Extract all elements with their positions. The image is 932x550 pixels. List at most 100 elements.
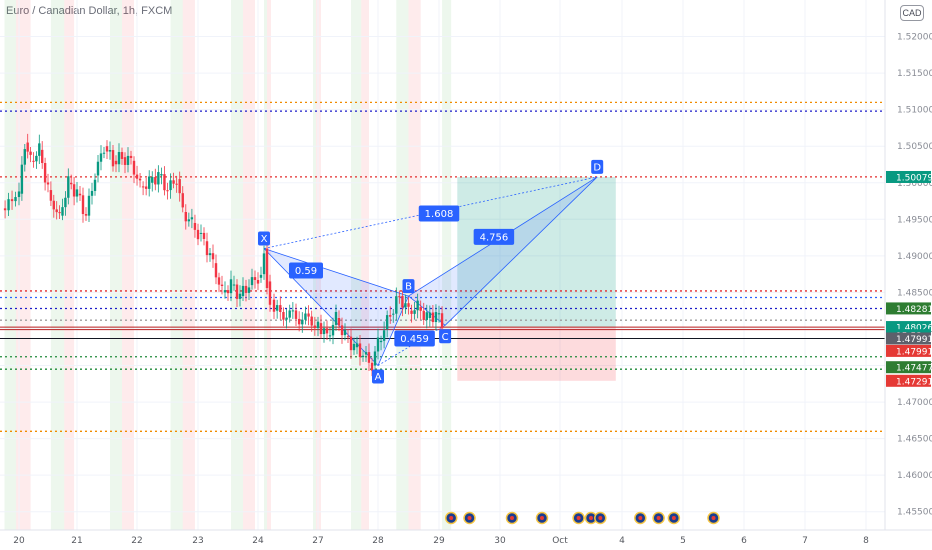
price-label: 1.48026 — [896, 324, 932, 334]
candle — [199, 232, 203, 234]
x-tick-label: 7 — [802, 536, 808, 546]
candle — [108, 150, 112, 152]
y-tick-label: 1.52000 — [897, 33, 932, 43]
candle — [70, 182, 73, 185]
candle — [205, 241, 209, 256]
candle — [241, 285, 245, 297]
ratio-label: 0.59 — [295, 266, 317, 277]
candle — [358, 343, 362, 358]
x-tick-label: 28 — [372, 536, 384, 546]
candle — [151, 177, 154, 183]
price-label-bg — [886, 332, 931, 345]
candle — [78, 193, 82, 196]
y-tick-label: 1.47000 — [897, 398, 932, 408]
candle — [259, 274, 263, 278]
candle — [434, 312, 438, 323]
y-tick-label: 1.49000 — [897, 252, 932, 262]
candle — [367, 352, 371, 363]
x-tick-label: 27 — [312, 536, 323, 546]
candle — [160, 174, 163, 176]
candle — [154, 177, 157, 185]
candle — [331, 324, 335, 336]
x-tick-label: 4 — [619, 536, 625, 546]
event-icon-dot — [576, 516, 581, 520]
candle — [64, 197, 67, 208]
currency-button[interactable]: CAD — [900, 5, 924, 21]
candle — [235, 284, 239, 299]
candle — [322, 328, 326, 335]
ratio-label-bg — [394, 330, 435, 347]
candle — [247, 287, 251, 293]
session-band — [264, 0, 267, 530]
candle — [373, 351, 377, 366]
candle — [72, 184, 76, 197]
candle — [196, 229, 200, 240]
candle — [301, 319, 304, 325]
price-label-bg — [886, 361, 931, 374]
y-tick-label: 1.50000 — [897, 179, 932, 189]
candle — [52, 200, 55, 210]
ratio-label-bg — [289, 262, 323, 279]
candle — [84, 214, 88, 216]
candle — [279, 305, 282, 313]
candle — [307, 313, 310, 317]
candle — [343, 330, 347, 336]
ratio-label: 0.459 — [400, 334, 429, 345]
candle — [120, 152, 124, 159]
candle — [169, 180, 172, 191]
session-band — [396, 0, 409, 530]
candle — [352, 343, 356, 351]
candle — [7, 199, 10, 211]
candle — [404, 303, 407, 308]
candle — [14, 197, 17, 202]
candle — [425, 312, 428, 320]
candle — [87, 195, 91, 216]
candle — [55, 209, 58, 213]
candle — [117, 152, 121, 165]
x-tick-label: 29 — [433, 536, 445, 546]
point-label-bg — [372, 369, 384, 384]
candle — [431, 312, 435, 323]
session-band — [110, 0, 122, 530]
candle — [29, 151, 32, 155]
ratio-label: 4.756 — [480, 232, 509, 243]
x-tick-label: 22 — [131, 536, 142, 546]
candle — [35, 155, 38, 162]
candle — [310, 316, 313, 326]
candle — [217, 277, 221, 285]
candle — [166, 190, 169, 192]
candle — [214, 263, 218, 278]
candle — [337, 318, 341, 326]
y-tick-label: 1.50500 — [897, 142, 932, 152]
candle — [304, 313, 307, 320]
candle — [193, 222, 197, 230]
event-icon-dot — [467, 516, 472, 520]
price-label: 1.50079 — [896, 173, 932, 183]
point-label-a: A — [375, 372, 382, 383]
candle — [262, 253, 266, 275]
candle — [187, 219, 191, 222]
candle — [43, 163, 47, 183]
candle — [285, 317, 288, 320]
candle — [232, 284, 236, 286]
price-label: 1.47991 — [896, 347, 932, 357]
session-band — [64, 0, 75, 530]
candle — [208, 253, 212, 256]
session-band — [351, 0, 362, 530]
price-label: 1.47477 — [896, 364, 932, 374]
candle — [163, 174, 166, 191]
candle — [175, 183, 178, 185]
candle — [413, 310, 416, 314]
candle — [291, 310, 295, 312]
x-tick-label: 21 — [71, 536, 82, 546]
candle — [129, 155, 133, 158]
candle — [385, 315, 389, 329]
event-icon-dot — [589, 516, 593, 520]
chart-title: Euro / Canadian Dollar, 1h, FXCM — [6, 5, 173, 17]
candle — [272, 299, 276, 312]
candle — [178, 179, 181, 194]
candle — [102, 152, 106, 154]
event-icon-dot — [711, 516, 716, 520]
candle — [428, 312, 432, 318]
